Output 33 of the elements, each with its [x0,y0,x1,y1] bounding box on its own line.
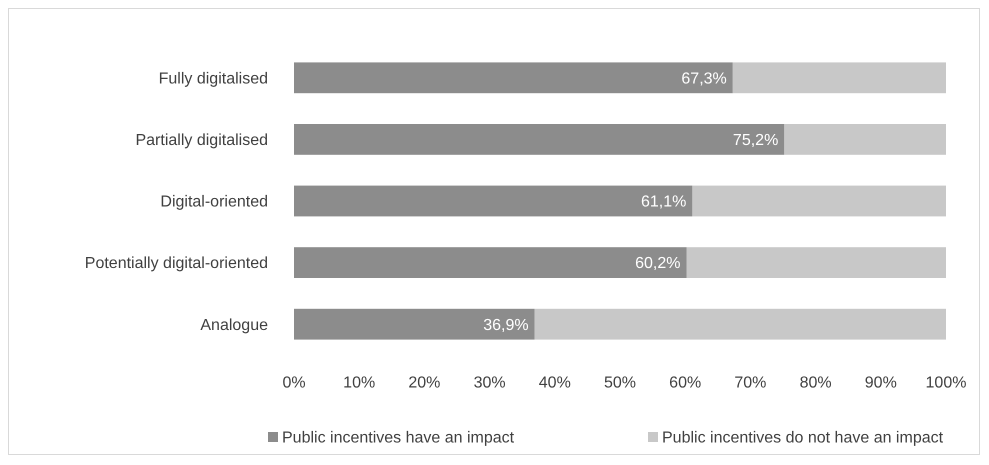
bar [294,62,733,94]
x-tick-label: 30% [474,374,506,392]
bar [692,186,946,216]
bar [732,62,946,94]
legend-label: Public incentives have an impact [282,430,515,447]
bar [294,186,692,216]
x-tick-label: 20% [408,374,440,392]
bar [686,247,946,278]
bar [294,308,535,340]
bar [294,247,687,278]
data-label: 60,2% [635,255,681,272]
x-tick-label: 50% [604,374,636,392]
x-tick-label: 70% [734,374,766,392]
bar [784,124,946,155]
x-tick-label: 100% [926,374,966,392]
x-tick-label: 40% [538,374,571,392]
y-tick-label: Partially digitalised [135,132,268,149]
x-tick-label: 90% [864,374,897,392]
data-label: 36,9% [483,316,529,334]
y-tick-label: Potentially digital-oriented [84,255,268,272]
x-tick-label: 0% [282,374,306,392]
y-tick-label: Analogue [200,316,268,334]
bar [294,124,784,155]
x-tick-label: 80% [800,374,832,392]
data-label: 75,2% [732,132,778,149]
x-tick-label: 10% [343,374,376,392]
x-tick-label: 60% [669,374,702,392]
bar [534,308,946,340]
data-label: 67,3% [681,70,727,88]
legend-label: Public incentives do not have an impact [662,430,944,447]
data-label: 61,1% [640,194,686,211]
y-tick-label: Digital-oriented [160,194,268,211]
y-tick-label: Fully digitalised [158,70,268,88]
